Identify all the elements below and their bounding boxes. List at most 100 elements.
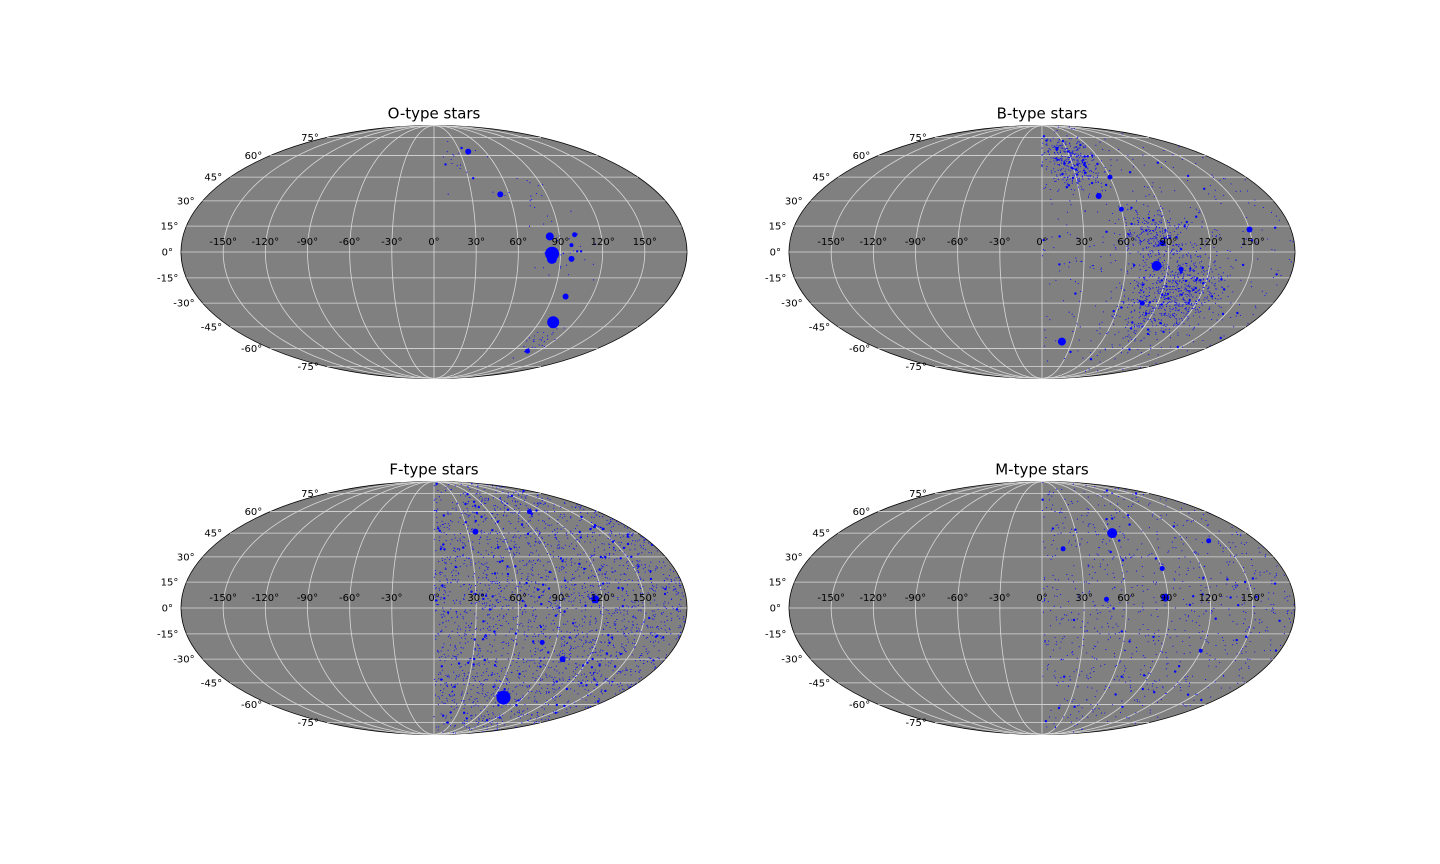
star-point — [1175, 288, 1177, 291]
star-point — [1181, 277, 1183, 279]
star-point — [442, 543, 445, 546]
star-point — [637, 561, 639, 563]
star-point — [1207, 290, 1209, 292]
lon-tick-label: -120° — [859, 237, 887, 248]
star-point — [585, 699, 587, 701]
star-point — [1163, 149, 1165, 152]
star-point — [1060, 150, 1062, 152]
star-point — [1077, 165, 1079, 167]
star-point — [457, 662, 461, 665]
star-point — [681, 592, 683, 594]
star-point — [1119, 234, 1121, 236]
star-point — [454, 550, 456, 552]
star-point — [658, 561, 661, 563]
star-point — [623, 614, 625, 616]
star-point — [523, 710, 525, 712]
star-point — [1045, 337, 1047, 339]
star-point — [503, 641, 505, 643]
star-point — [560, 528, 562, 530]
star-point — [450, 717, 452, 719]
lat-tick-label: 0° — [162, 604, 173, 615]
star-point — [1176, 261, 1178, 263]
star-point — [1154, 306, 1156, 308]
star-point — [1153, 314, 1155, 316]
lat-tick-label: -60° — [849, 344, 870, 355]
star-point — [459, 642, 461, 644]
star-point — [1160, 166, 1162, 169]
star-point — [682, 595, 684, 597]
star-point — [446, 611, 450, 614]
star-point — [1070, 155, 1072, 157]
star-point — [612, 571, 614, 573]
star-point — [1065, 173, 1067, 175]
star-point — [588, 565, 591, 567]
star-point — [1139, 292, 1141, 294]
star-point — [583, 567, 586, 571]
star-point — [468, 515, 470, 517]
star-point — [478, 664, 480, 666]
star-point — [1055, 644, 1057, 646]
star-point — [1159, 214, 1161, 216]
star-point — [1071, 150, 1073, 152]
star-point — [1072, 654, 1074, 656]
star-point — [1169, 314, 1171, 316]
star-point — [1153, 596, 1155, 599]
star-point — [527, 625, 529, 628]
star-point — [548, 613, 550, 615]
star-point — [1189, 645, 1191, 647]
star-point — [1149, 318, 1151, 320]
star-point — [1112, 310, 1115, 313]
star-point — [451, 630, 453, 632]
star-point — [1079, 326, 1081, 328]
star-point — [495, 650, 497, 652]
star-point — [1105, 649, 1107, 651]
star-point — [1151, 310, 1153, 312]
star-point — [1042, 541, 1044, 543]
star-point — [482, 521, 484, 523]
star-point — [552, 332, 554, 334]
star-point — [447, 484, 449, 486]
star-point — [442, 610, 444, 612]
star-point — [1045, 594, 1047, 597]
star-point — [588, 576, 590, 578]
star-point — [541, 337, 544, 339]
star-point — [614, 621, 616, 623]
star-point — [1156, 232, 1158, 234]
star-point — [1180, 538, 1182, 540]
star-point — [1131, 321, 1134, 324]
star-point — [497, 506, 499, 508]
star-point — [538, 675, 540, 677]
star-point — [1206, 273, 1209, 275]
star-point — [1146, 683, 1148, 685]
star-point — [495, 679, 497, 681]
star-point — [587, 534, 589, 536]
star-point — [1193, 270, 1195, 272]
star-point — [444, 702, 446, 705]
star-point — [545, 636, 547, 638]
star-point — [1221, 312, 1225, 316]
star-point — [1121, 285, 1123, 287]
star-point — [525, 537, 527, 539]
star-point — [504, 539, 506, 541]
star-point — [1059, 152, 1061, 154]
star-point — [1177, 227, 1179, 229]
star-point — [1077, 149, 1079, 151]
star-point — [579, 601, 581, 603]
star-point — [476, 492, 478, 494]
star-point — [609, 523, 611, 525]
star-point — [1058, 189, 1060, 191]
star-point — [1128, 717, 1130, 719]
star-point — [488, 714, 490, 716]
star-point — [455, 599, 458, 601]
star-point — [494, 632, 496, 634]
star-point — [1267, 598, 1269, 600]
star-point — [1153, 219, 1155, 221]
star-point — [1094, 485, 1096, 488]
star-point — [651, 634, 653, 636]
star-point — [474, 698, 476, 700]
star-point — [451, 691, 453, 693]
star-point — [1218, 280, 1220, 282]
star-point — [457, 628, 459, 630]
star-point — [480, 553, 482, 555]
star-point — [582, 679, 584, 681]
